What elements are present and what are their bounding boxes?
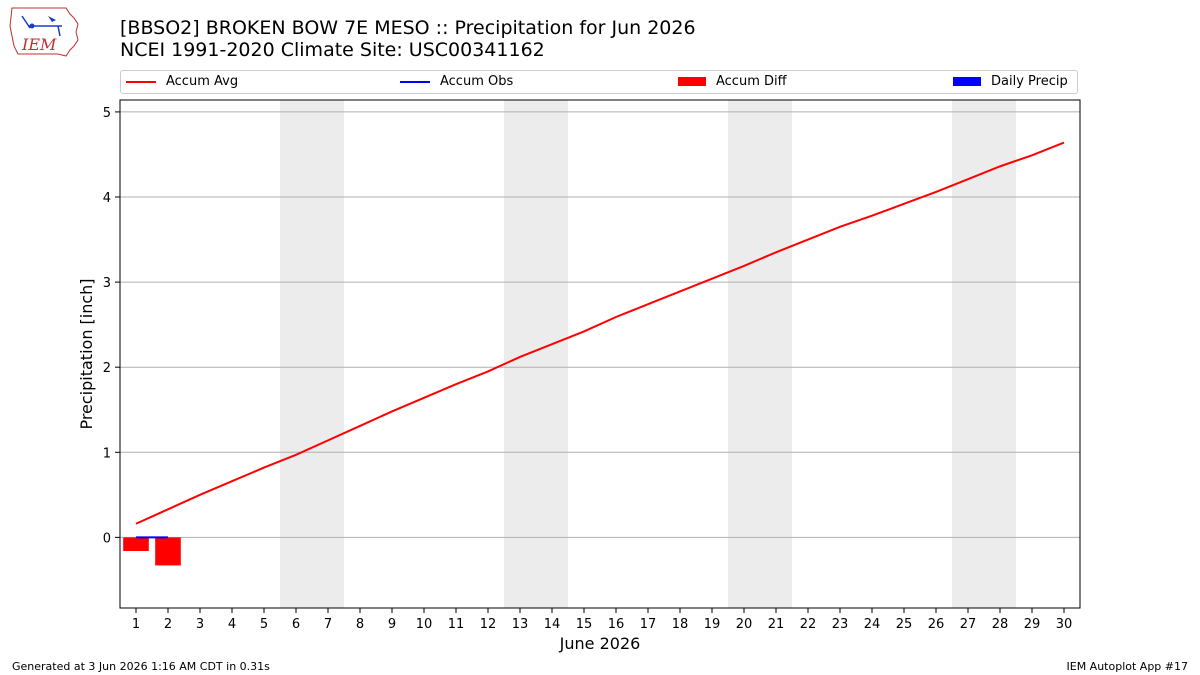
x-tick-label: 4 [228,617,236,632]
legend-item-accum-avg: Accum Avg [126,74,238,89]
logo-text: IEM [21,35,57,54]
x-tick-label: 2 [164,617,172,632]
legend-swatch [126,80,156,83]
accum-diff-bar [155,537,181,566]
y-tick-label: 4 [103,191,111,206]
x-tick-label: 19 [704,617,721,632]
y-tick-label: 0 [103,531,111,546]
x-tick-label: 15 [576,617,593,632]
x-tick-label: 17 [640,617,657,632]
x-tick-label: 14 [544,617,561,632]
accum-diff-bar [123,537,149,551]
legend: Accum Avg Accum Obs Accum Diff Daily Pre… [120,70,1078,94]
x-tick-label: 25 [896,617,913,632]
x-tick-label: 7 [324,617,332,632]
legend-label: Daily Precip [991,74,1068,89]
plot-frame [119,99,1081,609]
x-tick-label: 27 [960,617,977,632]
x-tick-label: 9 [388,617,396,632]
x-tick-label: 5 [260,617,268,632]
x-tick-label: 24 [864,617,881,632]
x-tick-label: 23 [832,617,849,632]
x-tick-label: 13 [512,617,529,632]
x-tick-label: 26 [928,617,945,632]
y-tick-label: 2 [103,361,111,376]
x-axis-label: June 2026 [559,634,641,653]
legend-label: Accum Avg [166,74,239,89]
x-tick-label: 3 [196,617,204,632]
legend-label: Accum Obs [440,74,514,89]
x-tick-label: 22 [800,617,817,632]
x-tick-label: 12 [480,617,497,632]
accum-avg-line [135,141,1065,525]
y-tick-label: 5 [103,106,111,121]
legend-swatch [678,77,706,86]
x-tick-label: 10 [416,617,433,632]
x-tick-label: 1 [132,617,140,632]
x-tick-label: 16 [608,617,625,632]
footer-app: IEM Autoplot App #17 [1066,660,1189,673]
x-tick-label: 30 [1056,617,1073,632]
x-tick-label: 29 [1024,617,1041,632]
y-tick-label: 1 [103,446,111,461]
chart-subtitle: NCEI 1991-2020 Climate Site: USC00341162 [120,39,545,61]
legend-swatch [953,77,981,86]
weekend-shade [280,100,344,608]
x-tick-label: 11 [448,617,465,632]
x-tick-label: 8 [356,617,364,632]
iem-logo: IEM [8,6,80,62]
chart-title: [BBSO2] BROKEN BOW 7E MESO :: Precipitat… [120,17,696,39]
x-tick-label: 28 [992,617,1009,632]
x-tick-label: 21 [768,617,785,632]
weekend-shade [952,100,1016,608]
legend-label: Accum Diff [716,74,787,89]
x-tick-label: 18 [672,617,689,632]
y-axis-label: Precipitation [inch] [77,278,96,429]
legend-swatch [400,80,430,83]
x-tick-label: 6 [292,617,300,632]
legend-item-accum-obs: Accum Obs [400,74,513,89]
weekend-shade [728,100,792,608]
x-tick-label: 20 [736,617,753,632]
footer-generated: Generated at 3 Jun 2026 1:16 AM CDT in 0… [12,660,270,673]
y-tick-label: 3 [103,276,111,291]
legend-item-daily-precip: Daily Precip [953,74,1068,89]
legend-item-accum-diff: Accum Diff [678,74,787,89]
weekend-shade [504,100,568,608]
